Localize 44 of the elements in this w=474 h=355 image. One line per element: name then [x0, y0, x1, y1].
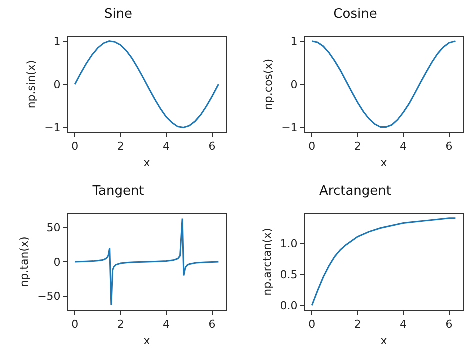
x-tick-label: 0	[72, 318, 79, 332]
x-tick-label: 4	[400, 318, 408, 332]
y-tick-label: 1.0	[280, 238, 298, 251]
chart-title: Tangent	[92, 184, 144, 199]
x-tick-label: 6	[208, 318, 216, 332]
x-tick-label: 4	[163, 318, 170, 332]
y-tick-label: 0.0	[280, 300, 298, 313]
chart-title: Cosine	[334, 6, 378, 22]
x-tick-label: 0	[72, 140, 79, 154]
chart-title: Arctangent	[320, 184, 392, 199]
line-series	[74, 40, 220, 128]
chart-title: Sine	[104, 6, 133, 22]
x-tick-label: 2	[117, 318, 124, 332]
y-axis-title: np.sin(x)	[25, 60, 38, 109]
x-axis-title: x	[380, 334, 388, 348]
y-axis-title: np.tan(x)	[18, 236, 32, 288]
x-axis-title: x	[144, 334, 151, 348]
y-tick-label: 0	[290, 78, 298, 92]
x-tick-label: 2	[117, 140, 124, 154]
y-tick-label: 1	[290, 35, 298, 48]
y-axis-title: np.arctan(x)	[260, 228, 274, 296]
x-tick-label: 6	[446, 140, 453, 154]
y-tick-label: 0	[54, 78, 61, 92]
x-tick-label: 0	[308, 318, 316, 332]
x-tick-label: 4	[400, 140, 408, 154]
x-tick-label: 4	[163, 140, 170, 154]
y-tick-label: −50	[38, 290, 61, 304]
y-tick-label: 0	[54, 256, 61, 269]
y-tick-label: 50	[46, 222, 61, 235]
y-tick-label: −1	[44, 122, 61, 135]
y-tick-label: 1	[54, 35, 61, 48]
line-series	[74, 218, 220, 306]
y-tick-label: 0.5	[280, 268, 298, 282]
x-axis-title: x	[380, 156, 388, 170]
x-tick-label: 2	[354, 318, 362, 332]
y-tick-label: −1	[282, 122, 298, 135]
x-tick-label: 6	[446, 318, 453, 332]
line-series	[311, 40, 456, 128]
x-tick-label: 0	[308, 140, 316, 154]
x-tick-label: 2	[354, 140, 362, 154]
line-series	[311, 218, 456, 306]
x-tick-label: 6	[208, 140, 216, 154]
x-axis-title: x	[144, 156, 151, 170]
y-axis-title: np.cos(x)	[262, 58, 276, 110]
